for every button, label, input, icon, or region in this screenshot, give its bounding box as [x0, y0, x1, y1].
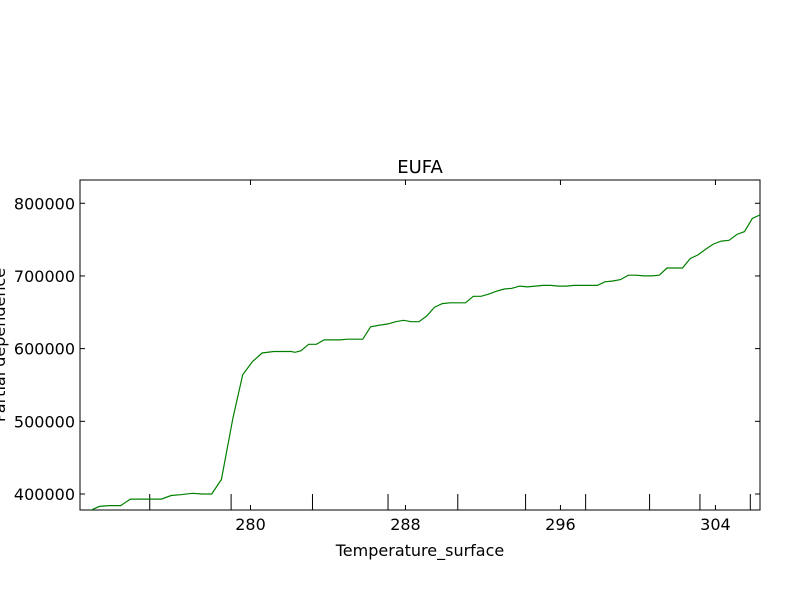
y-tick-label: 500000	[14, 412, 75, 431]
y-tick-label: 600000	[14, 340, 75, 359]
x-tick-label: 280	[235, 515, 266, 534]
x-tick-label: 296	[545, 515, 576, 534]
y-tick-label: 400000	[14, 485, 75, 504]
plot-area-frame	[79, 179, 761, 511]
x-tick-label: 288	[390, 515, 421, 534]
rug-marks	[149, 494, 751, 510]
x-axis-label: Temperature_surface	[335, 541, 504, 561]
partial-dependence-line	[89, 214, 760, 510]
x-axis-ticks: 280 288 296 304	[235, 180, 731, 534]
y-axis-label: Partial dependence	[0, 268, 9, 422]
y-tick-label: 700000	[14, 267, 75, 286]
x-tick-label: 304	[700, 515, 731, 534]
chart-title: EUFA	[397, 157, 443, 178]
y-tick-label: 800000	[14, 194, 75, 213]
y-axis-ticks: 400000 500000 600000 700000 800000	[14, 194, 760, 504]
